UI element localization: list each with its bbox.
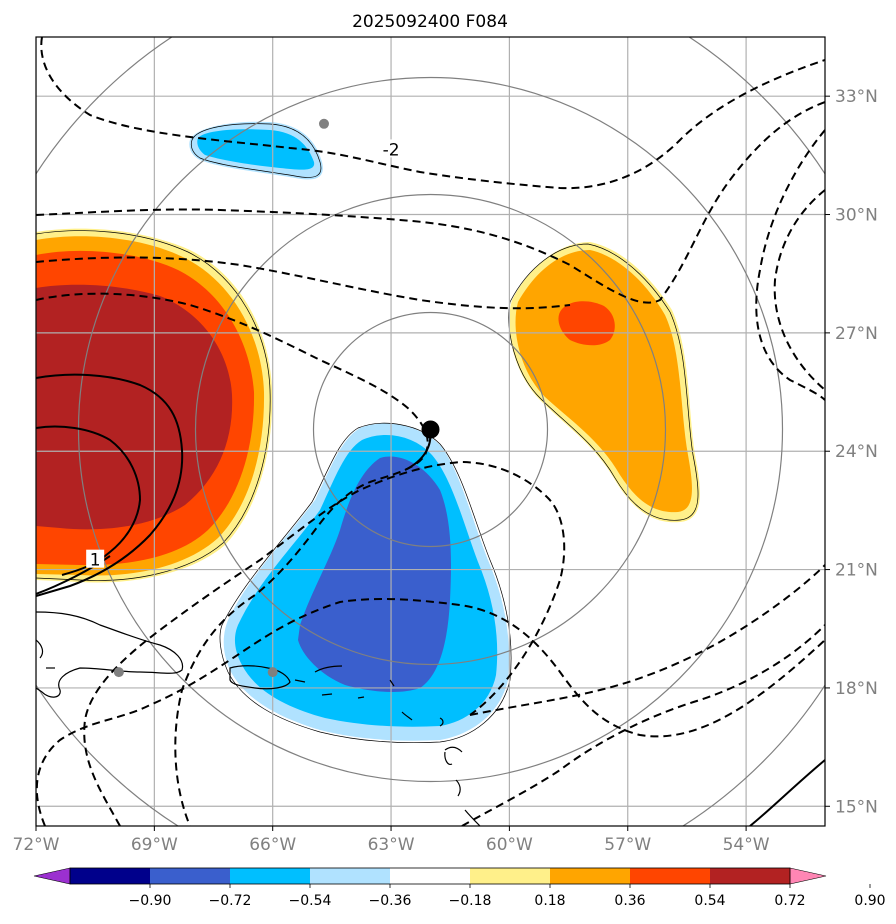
- contour-labels: -2 1: [86, 139, 401, 571]
- contour-label: 1: [90, 551, 101, 571]
- colorbar-segment: [470, 868, 551, 884]
- lon-tick-label: 66°W: [249, 835, 296, 855]
- colorbar-extend-max: [789, 867, 827, 885]
- colorbar-segment: [230, 868, 311, 884]
- colorbar-tick-label: −0.36: [369, 893, 412, 909]
- positive-anomaly-west-core: [36, 284, 233, 530]
- colorbar-segment: [550, 868, 631, 884]
- lon-tick-label: 57°W: [604, 835, 651, 855]
- island-10: [464, 809, 481, 826]
- positive-anomaly-east-core: [558, 301, 615, 346]
- latitude-axis: 33°N 30°N 27°N 24°N 21°N 18°N 15°N: [825, 87, 878, 817]
- station-markers: [113, 118, 329, 678]
- colorbar-tick-label: −0.54: [289, 893, 332, 909]
- map-frame: [35, 36, 826, 827]
- range-ring: [194, 193, 667, 666]
- island-9: [455, 779, 461, 797]
- storm-center-marker: [421, 420, 440, 439]
- contour-label: -2: [383, 140, 400, 160]
- coastlines: [36, 611, 481, 826]
- island-7: [439, 717, 444, 727]
- station-marker: [318, 118, 329, 129]
- island-2: [314, 665, 343, 673]
- dashed-contours: [36, 37, 825, 826]
- colorbar-tick-label: 0.36: [614, 893, 645, 909]
- colorbar-frame: [69, 867, 791, 885]
- station-marker: [113, 667, 124, 678]
- colorbar-segment: [710, 868, 791, 884]
- shaded-anomaly-fields: [36, 121, 700, 741]
- island-4: [357, 696, 365, 699]
- range-ring: [312, 311, 549, 548]
- island-8: [444, 746, 463, 765]
- lat-tick-label: 30°N: [835, 206, 878, 226]
- shading-outline: [36, 123, 699, 744]
- colorbar: −0.90 −0.72 −0.54 −0.36 −0.18 0.18 0.36 0.54 0.7…: [33, 867, 886, 909]
- cuba-coastline: [36, 639, 44, 659]
- lat-tick-label: 21°N: [835, 561, 878, 581]
- gridlines: [36, 37, 825, 826]
- colorbar-segment: [390, 868, 471, 884]
- lon-tick-label: 63°W: [368, 835, 415, 855]
- lon-tick-label: 60°W: [486, 835, 533, 855]
- colorbar-tick-label: −0.72: [209, 893, 252, 909]
- longitude-axis: 72°W 69°W 66°W 63°W 60°W 57°W 54°W: [13, 826, 770, 855]
- colorbar-segment: [70, 868, 151, 884]
- island-3: [321, 693, 333, 696]
- lon-tick-label: 54°W: [723, 835, 770, 855]
- lat-tick-label: 15°N: [835, 797, 878, 817]
- colorbar-tick-label: 0.18: [534, 893, 565, 909]
- hispaniola-coastline: [36, 611, 184, 698]
- colorbar-segment: [630, 868, 711, 884]
- island-1: [294, 679, 306, 683]
- negative-anomaly-south-core: [298, 456, 451, 692]
- lat-tick-label: 27°N: [835, 324, 878, 344]
- colorbar-tick-label: 0.72: [774, 893, 805, 909]
- colorbar-tick-label: −0.90: [129, 893, 172, 909]
- island-6: [401, 711, 413, 721]
- station-marker: [267, 667, 278, 678]
- colorbar-extend-min: [33, 867, 71, 885]
- lon-tick-label: 72°W: [13, 835, 60, 855]
- lon-tick-label: 69°W: [131, 835, 178, 855]
- negative-anomaly-north-inner: [197, 129, 315, 170]
- colorbar-tick-label: −0.18: [449, 893, 492, 909]
- contour-label-bg: [382, 139, 401, 158]
- island-5: [389, 679, 395, 687]
- lat-tick-label: 24°N: [835, 442, 878, 462]
- colorbar-tick-label: 0.54: [694, 893, 725, 909]
- contour-label-bg: [86, 549, 105, 568]
- colorbar-tick-label: 0.90: [854, 893, 885, 909]
- lat-tick-label: 33°N: [835, 87, 878, 107]
- map-area: -2 1: [36, 37, 825, 826]
- puerto-rico-coastline: [229, 665, 291, 690]
- colorbar-segment: [310, 868, 391, 884]
- map-title: 2025092400 F084: [352, 12, 508, 32]
- colorbar-segment: [150, 868, 231, 884]
- lat-tick-label: 18°N: [835, 679, 878, 699]
